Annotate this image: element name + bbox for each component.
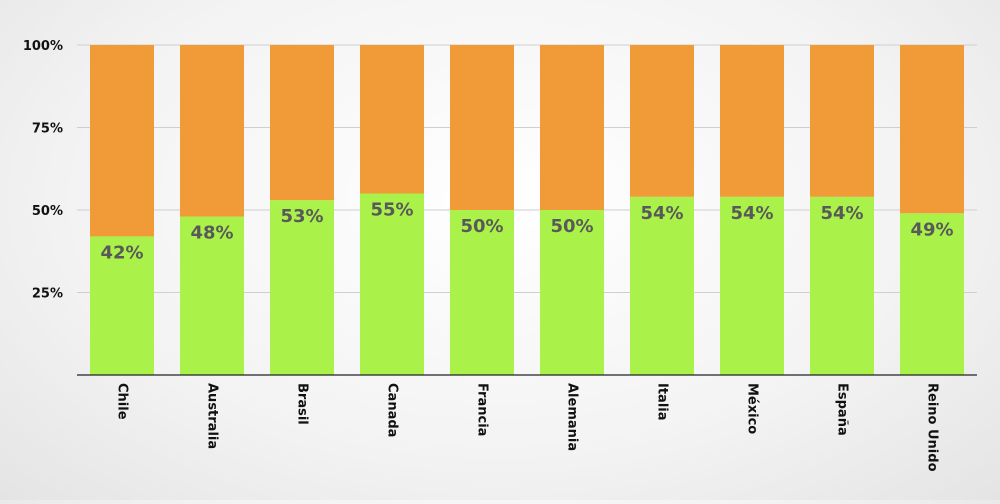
data-label: 53% [280,206,323,227]
x-tick-label: Italia [655,383,670,421]
x-tick-label: España [835,383,850,436]
bar-españa-segment-2 [810,45,874,197]
bar-australia-segment-2 [180,45,244,217]
x-tick-label: Francia [475,383,490,436]
bar-italia-segment-1 [630,196,694,375]
bar-canada-segment-2 [360,45,424,194]
data-label: 50% [460,216,503,237]
bar-méxico-segment-1 [720,196,784,375]
bar-italia-segment-2 [630,45,694,197]
bar-francia-segment-1 [450,210,514,375]
bar-alemania-segment-1 [540,210,604,375]
x-tick-label: Chile [115,383,130,420]
y-tick-label: 100% [23,39,63,54]
bar-españa-segment-1 [810,196,874,375]
bar-brasil-segment-1 [270,200,334,375]
x-tick-label: México [745,383,760,434]
x-tick-label: Brasil [295,383,310,425]
data-label: 42% [100,242,143,263]
data-label: 49% [910,219,953,240]
data-label: 54% [640,203,683,224]
bar-chile-segment-1 [90,236,154,375]
bar-reino-unido-segment-1 [900,213,964,375]
bar-canada-segment-1 [360,193,424,375]
y-tick-label: 50% [32,204,63,219]
data-label: 50% [550,216,593,237]
bar-reino-unido-segment-2 [900,45,964,214]
bar-francia-segment-2 [450,45,514,210]
y-tick-label: 25% [32,287,63,302]
data-label: 55% [370,200,413,221]
x-tick-label: Alemania [565,383,580,451]
data-label: 54% [820,203,863,224]
x-tick-label: Reino Unido [925,383,940,472]
bar-brasil-segment-2 [270,45,334,201]
x-tick-label: Australia [205,383,220,449]
bar-méxico-segment-2 [720,45,784,197]
data-label: 54% [730,203,773,224]
bar-australia-segment-1 [180,216,244,375]
y-tick-label: 75% [32,122,63,137]
bar-chile-segment-2 [90,45,154,237]
bar-alemania-segment-2 [540,45,604,210]
x-tick-label: Canada [385,383,400,437]
data-label: 48% [190,223,233,244]
